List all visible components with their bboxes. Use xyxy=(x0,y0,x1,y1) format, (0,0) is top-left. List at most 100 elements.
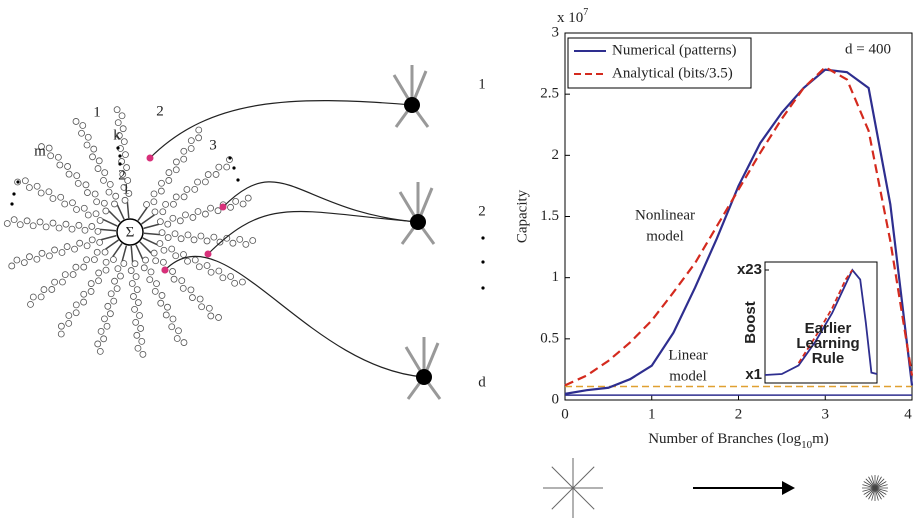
ellipsis-dot xyxy=(16,180,20,184)
bead xyxy=(104,302,112,310)
bead xyxy=(29,293,37,301)
bead xyxy=(133,331,141,339)
bead xyxy=(164,234,172,241)
bead xyxy=(121,196,129,204)
bead xyxy=(16,221,24,229)
bead xyxy=(55,224,63,232)
bead xyxy=(58,249,66,256)
bead xyxy=(138,337,146,345)
bead xyxy=(215,163,223,171)
bead xyxy=(140,264,148,272)
inset-text: Rule xyxy=(812,350,845,367)
ellipsis-dot xyxy=(10,202,14,206)
bead xyxy=(177,235,185,243)
bead xyxy=(180,193,188,201)
bead xyxy=(102,258,110,266)
bead xyxy=(180,155,188,163)
bead xyxy=(68,225,76,233)
bead xyxy=(72,301,80,309)
bead xyxy=(187,137,195,145)
bead xyxy=(207,312,215,320)
bead xyxy=(124,177,132,184)
bead xyxy=(150,190,158,198)
bead xyxy=(84,133,92,141)
bead xyxy=(107,290,115,298)
bead xyxy=(173,335,181,342)
bead xyxy=(191,185,199,193)
bead xyxy=(80,290,88,298)
bead xyxy=(59,278,66,286)
bead xyxy=(29,222,37,230)
x-tick-label: 3 xyxy=(822,406,830,422)
bead xyxy=(128,280,136,287)
bead xyxy=(147,268,155,276)
bead xyxy=(187,286,195,294)
bead xyxy=(87,288,95,295)
bead xyxy=(168,323,176,331)
bead xyxy=(89,153,96,161)
branch-stem xyxy=(112,243,123,258)
legend-box xyxy=(567,37,752,89)
ellipsis-dot xyxy=(118,162,122,166)
bead xyxy=(110,256,117,263)
bead xyxy=(93,248,101,256)
bead xyxy=(65,170,73,178)
bead xyxy=(130,293,137,300)
bead xyxy=(83,256,90,264)
inset-y-label: Boost xyxy=(742,301,759,344)
bead xyxy=(13,256,21,264)
neuron-body xyxy=(416,369,432,385)
ellipsis-dot xyxy=(481,260,485,264)
bead xyxy=(8,262,16,270)
bead xyxy=(56,161,64,169)
bead xyxy=(204,171,212,178)
bead xyxy=(179,284,187,292)
bead xyxy=(101,169,109,177)
bead xyxy=(159,208,167,216)
bead xyxy=(190,236,198,244)
bead xyxy=(151,287,159,295)
bead xyxy=(83,141,91,149)
bead xyxy=(97,328,105,335)
bead xyxy=(100,335,108,343)
bead xyxy=(94,165,102,172)
bead xyxy=(127,267,135,274)
bead xyxy=(87,280,95,287)
bead xyxy=(120,183,128,191)
branch-stem xyxy=(108,210,121,223)
y-tick-label: 1 xyxy=(552,269,560,285)
bead xyxy=(73,172,81,180)
x-tick-label: 1 xyxy=(648,406,656,422)
y-axis-label: Capacity xyxy=(514,189,530,243)
bead xyxy=(172,158,180,166)
bead xyxy=(236,235,244,243)
bead xyxy=(106,310,114,318)
bead xyxy=(139,350,147,358)
bead xyxy=(47,152,55,160)
x-label-end: m) xyxy=(812,431,829,447)
synapse xyxy=(161,266,169,274)
branch-stem xyxy=(126,202,130,219)
bead xyxy=(131,260,139,268)
bead xyxy=(195,263,203,271)
branch-stem xyxy=(135,244,144,260)
bead xyxy=(202,210,209,218)
bead xyxy=(119,125,127,133)
bead xyxy=(134,344,142,352)
bead xyxy=(162,200,169,208)
bead xyxy=(112,192,120,200)
bead xyxy=(196,295,204,303)
bead xyxy=(82,181,90,189)
axon xyxy=(207,210,419,255)
inset-frame xyxy=(764,261,878,384)
bead xyxy=(37,293,45,301)
branch-icons xyxy=(543,458,888,518)
bead xyxy=(242,240,250,248)
bead xyxy=(122,151,129,159)
bead xyxy=(203,237,211,245)
branch-stem xyxy=(137,206,148,221)
bead xyxy=(117,272,124,280)
bead xyxy=(169,315,177,323)
bead xyxy=(214,207,222,215)
